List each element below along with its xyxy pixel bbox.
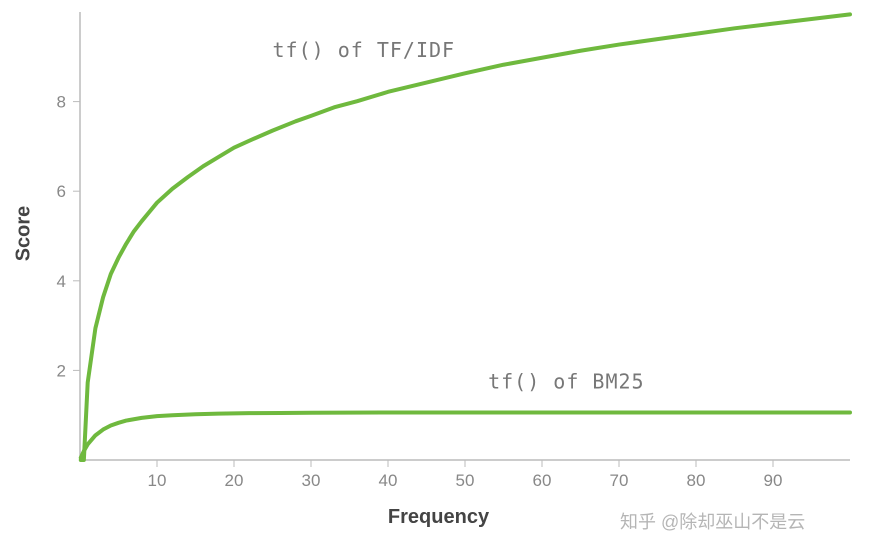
x-tick-label: 20 [225,471,244,490]
chart-svg: 10 20 30 40 50 60 70 80 90 2 4 6 8 tf() of TF/IDF tf()… [0,0,877,542]
series-tfidf [81,14,850,460]
x-tick-label: 60 [533,471,552,490]
x-tick-label: 50 [456,471,475,490]
y-axis-label: Score [13,204,36,264]
x-tick-label: 30 [302,471,321,490]
watermark-text: 知乎 @除却巫山不是云 [620,508,805,534]
y-tick-label: 8 [57,93,66,112]
x-tick-label: 80 [687,471,706,490]
x-tick-label: 90 [764,471,783,490]
series-label-bm25: tf() of BM25 [488,369,644,393]
series-label-tfidf: tf() of TF/IDF [273,38,456,62]
y-tick-label: 2 [57,361,66,380]
y-tick-label: 4 [57,272,66,291]
x-tick-label: 10 [148,471,167,490]
series-bm25 [81,413,850,458]
x-tick-label: 40 [379,471,398,490]
chart-container: 10 20 30 40 50 60 70 80 90 2 4 6 8 tf() of TF/IDF tf()… [0,0,877,542]
x-tick-label: 70 [610,471,629,490]
y-tick-label: 6 [57,182,66,201]
